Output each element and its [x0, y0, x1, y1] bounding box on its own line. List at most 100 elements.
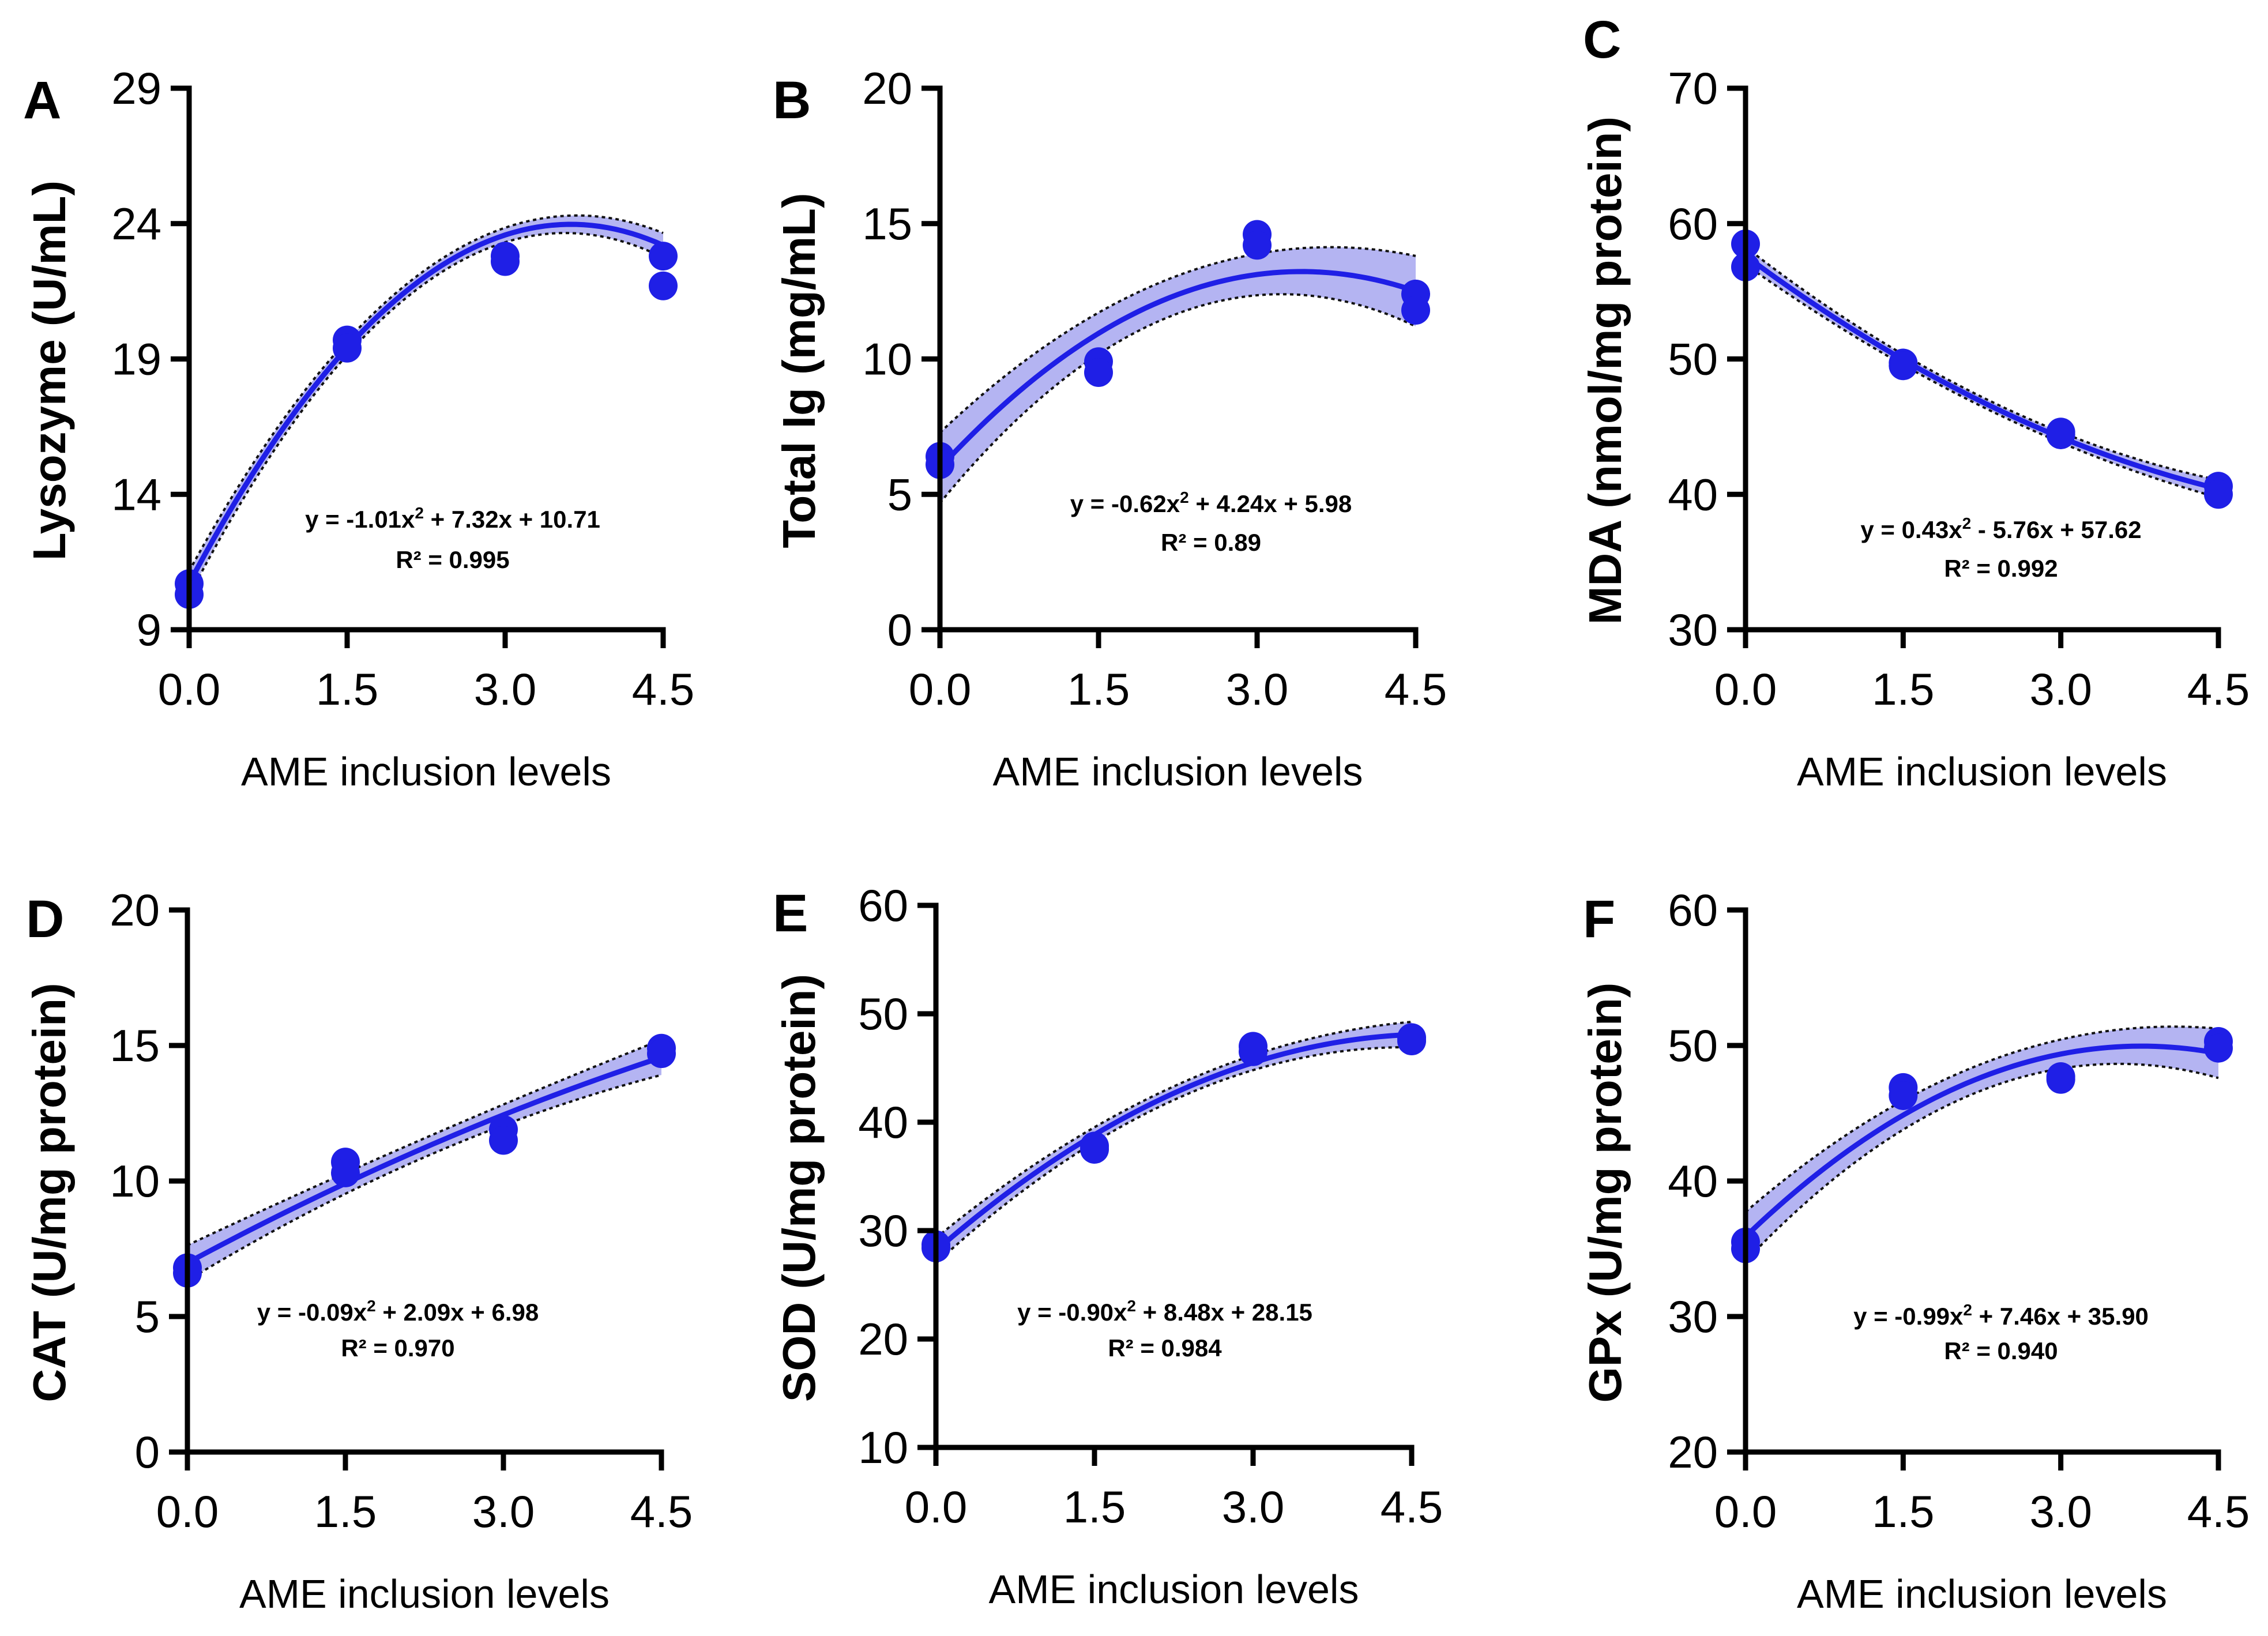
data-point [491, 247, 520, 276]
data-point [649, 271, 678, 300]
data-point [331, 1158, 360, 1187]
x-tick-label: 3.0 [1222, 1481, 1284, 1532]
y-tick-label: 20 [110, 885, 160, 935]
x-tick-label: 0.0 [158, 664, 220, 714]
data-point [2046, 1065, 2075, 1094]
data-point [1239, 1037, 1267, 1066]
x-tick-label: 0.0 [909, 664, 971, 714]
data-point [2204, 480, 2233, 509]
regression-equation: y = -0.90x2 + 8.48x + 28.15 [1017, 1297, 1312, 1326]
band-upper-edge [935, 1021, 1412, 1239]
x-tick-label: 1.5 [1872, 664, 1934, 714]
x-axis-label: AME inclusion levels [1797, 749, 2167, 794]
band-upper-edge [187, 1039, 662, 1247]
y-tick-label: 20 [1668, 1427, 1718, 1477]
regression-equation: y = -0.62x2 + 4.24x + 5.98 [1070, 488, 1352, 517]
data-point [1080, 1135, 1109, 1164]
y-tick-label: 40 [1668, 469, 1718, 520]
x-tick-label: 4.5 [1381, 1481, 1443, 1532]
confidence-band [189, 215, 663, 596]
y-tick-label: 29 [111, 63, 161, 114]
data-point [1084, 358, 1113, 387]
x-axis-label: AME inclusion levels [241, 749, 611, 794]
fit-curve [1743, 1043, 2219, 1239]
x-tick-label: 0.0 [905, 1481, 967, 1532]
confidence-band [936, 1022, 1412, 1263]
y-tick-label: 15 [110, 1020, 160, 1071]
x-tick-label: 0.0 [156, 1486, 219, 1537]
x-tick-label: 3.0 [474, 664, 536, 714]
y-axis-label: MDA (nmol/mg protein) [1579, 116, 1631, 625]
y-tick-label: 60 [1668, 198, 1718, 249]
confidence-band [940, 247, 1416, 503]
panel-e: 10 20 30 40 50 60 0.0 1.5 3.0 4.5 AME inclusion le… [773, 880, 1443, 1612]
y-tick-label: 20 [862, 63, 912, 114]
y-tick-label: 60 [1668, 885, 1718, 935]
panel-f: 20 30 40 50 60 0.0 1.5 3.0 4.5 AME inclusion leve… [1579, 885, 2250, 1616]
y-tick-label: 40 [858, 1097, 908, 1148]
y-tick-label: 60 [858, 880, 908, 931]
fit-curve [187, 221, 664, 585]
x-tick-label: 4.5 [2187, 1486, 2250, 1537]
y-tick-label: 10 [858, 1422, 908, 1473]
panel-letter: C [1583, 10, 1621, 69]
band-lower-edge [939, 293, 1416, 504]
x-axis-label: AME inclusion levels [239, 1571, 610, 1616]
y-tick-label: 30 [1668, 604, 1718, 655]
r-squared: R² = 0.89 [1161, 529, 1261, 556]
x-tick-label: 1.5 [1067, 664, 1130, 714]
band-upper-edge [1744, 246, 2219, 482]
r-squared: R² = 0.984 [1108, 1334, 1222, 1362]
r-squared: R² = 0.940 [1944, 1337, 2058, 1364]
x-tick-label: 0.0 [1714, 1486, 1777, 1537]
y-axis-label: Lysozyme (U/mL) [24, 180, 75, 561]
data-point [1243, 231, 1272, 260]
data-point [333, 333, 362, 363]
y-tick-label: 15 [862, 198, 912, 249]
y-tick-label: 10 [110, 1156, 160, 1206]
panel-letter: A [23, 71, 61, 130]
x-tick-label: 3.0 [2029, 1486, 2092, 1537]
y-tick-label: 5 [887, 469, 912, 520]
panel-letter: F [1583, 890, 1615, 949]
data-point [649, 242, 678, 271]
x-tick-label: 1.5 [1872, 1486, 1934, 1537]
panel-a: 9 14 19 24 29 0.0 1.5 3.0 4.5 AME inclusion level… [23, 63, 694, 794]
y-tick-label: 0 [135, 1427, 160, 1477]
confidence-band [1746, 1026, 2218, 1262]
r-squared: R² = 0.970 [341, 1334, 454, 1362]
data-point [1889, 1081, 1918, 1110]
confidence-band [187, 1040, 661, 1281]
regression-equation: y = 0.43x2 - 5.76x + 57.62 [1860, 514, 2141, 543]
y-tick-label: 14 [111, 469, 161, 520]
band-upper-edge [939, 246, 1416, 434]
y-tick-label: 50 [1668, 334, 1718, 385]
data-point [647, 1039, 676, 1069]
y-tick-label: 30 [1668, 1291, 1718, 1342]
data-point [1397, 1026, 1426, 1055]
data-point [1889, 351, 1918, 381]
x-tick-label: 3.0 [472, 1486, 535, 1537]
x-tick-label: 4.5 [1385, 664, 1447, 714]
y-tick-label: 50 [1668, 1020, 1718, 1071]
x-axis-label: AME inclusion levels [993, 749, 1363, 794]
data-point [2204, 1033, 2233, 1063]
band-lower-edge [186, 1074, 662, 1282]
fit-curve [1744, 253, 2220, 492]
panel-letter: B [773, 71, 811, 130]
data-point [2046, 420, 2075, 449]
panel-letter: E [773, 884, 808, 943]
data-point [1401, 295, 1430, 325]
regression-equation: y = -0.09x2 + 2.09x + 6.98 [257, 1297, 539, 1326]
band-upper-edge [1744, 1025, 2219, 1213]
x-tick-label: 4.5 [632, 664, 694, 714]
x-tick-label: 3.0 [2029, 664, 2092, 714]
x-tick-label: 1.5 [1063, 1481, 1126, 1532]
x-tick-label: 4.5 [630, 1486, 693, 1537]
band-lower-edge [188, 232, 664, 597]
x-tick-label: 3.0 [1226, 664, 1288, 714]
panel-d: 0 5 10 15 20 0.0 1.5 3.0 4.5 AME inclusion levels… [24, 885, 693, 1616]
data-point [489, 1126, 518, 1155]
regression-equation: y = -0.99x2 + 7.46x + 35.90 [1853, 1301, 2149, 1330]
